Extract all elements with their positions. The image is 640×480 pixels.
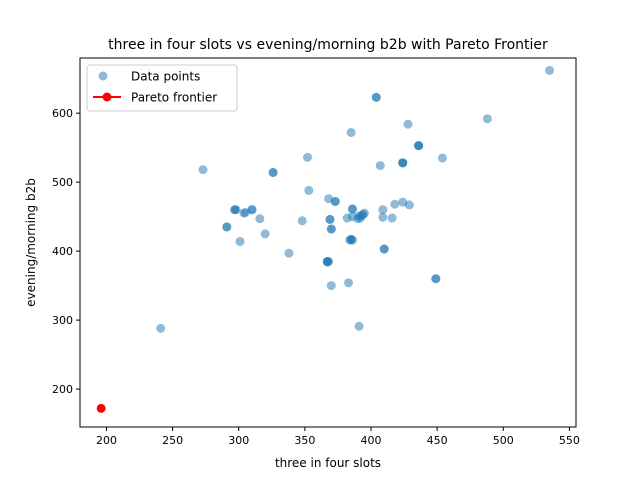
data-point — [398, 158, 408, 168]
legend-marker-pareto-frontier — [102, 92, 112, 102]
data-point — [375, 161, 385, 171]
x-tick-label: 350 — [294, 434, 315, 447]
y-tick-label: 500 — [52, 176, 73, 189]
data-point — [297, 216, 307, 226]
x-tick-label: 200 — [96, 434, 117, 447]
data-point — [260, 229, 270, 239]
chart-title: three in four slots vs evening/morning b… — [108, 37, 548, 53]
data-point — [403, 119, 413, 129]
legend-marker-data-points — [98, 71, 108, 81]
data-points-layer — [156, 65, 555, 333]
data-point — [379, 244, 389, 254]
x-tick-label: 300 — [228, 434, 249, 447]
x-tick-label: 250 — [162, 434, 183, 447]
data-point — [222, 222, 232, 232]
y-tick-label: 400 — [52, 245, 73, 258]
pareto-frontier-layer — [96, 403, 106, 413]
legend: Data points Pareto frontier — [86, 64, 238, 112]
x-axis-label: three in four slots — [275, 456, 381, 470]
data-point — [414, 141, 424, 151]
data-point — [371, 92, 381, 102]
y-tick-label: 300 — [52, 314, 73, 327]
data-point — [545, 65, 555, 75]
data-point — [390, 199, 400, 209]
data-point — [330, 196, 340, 206]
data-point — [387, 213, 397, 223]
data-point — [354, 321, 364, 331]
legend-label-data-points: Data points — [131, 70, 200, 84]
y-tick-label: 200 — [52, 383, 73, 396]
y-tick-label: 600 — [52, 107, 73, 120]
data-point — [325, 214, 335, 224]
legend-box — [86, 64, 238, 112]
data-point — [326, 224, 336, 234]
data-point — [304, 185, 314, 195]
data-point — [346, 127, 356, 137]
data-point — [284, 248, 294, 258]
y-axis-label: evening/morning b2b — [24, 178, 38, 307]
data-point — [198, 165, 208, 175]
data-point — [431, 274, 441, 284]
data-point — [326, 281, 336, 291]
y-axis-ticks: 200 300 400 500 600 — [52, 107, 80, 396]
data-point — [322, 257, 332, 267]
data-point — [355, 213, 365, 223]
data-point — [231, 205, 241, 215]
axes-frame — [79, 57, 577, 428]
data-point — [378, 212, 388, 222]
data-point — [156, 323, 166, 333]
data-point — [404, 200, 414, 210]
data-point — [482, 114, 492, 124]
data-point — [240, 207, 250, 217]
pareto-frontier-point — [96, 403, 106, 413]
data-point — [437, 153, 447, 163]
x-tick-label: 450 — [427, 434, 448, 447]
legend-label-pareto-frontier: Pareto frontier — [131, 91, 217, 105]
data-point — [268, 167, 278, 177]
data-point — [342, 213, 352, 223]
x-axis-ticks: 200 250 300 350 400 450 500 550 — [96, 427, 580, 447]
data-point — [378, 205, 388, 215]
data-point — [302, 152, 312, 162]
x-tick-label: 500 — [493, 434, 514, 447]
data-point — [347, 204, 357, 214]
data-point — [235, 236, 245, 246]
x-tick-label: 550 — [559, 434, 580, 447]
data-point — [344, 278, 354, 288]
data-point — [255, 214, 265, 224]
data-point — [345, 235, 355, 245]
x-tick-label: 400 — [360, 434, 381, 447]
